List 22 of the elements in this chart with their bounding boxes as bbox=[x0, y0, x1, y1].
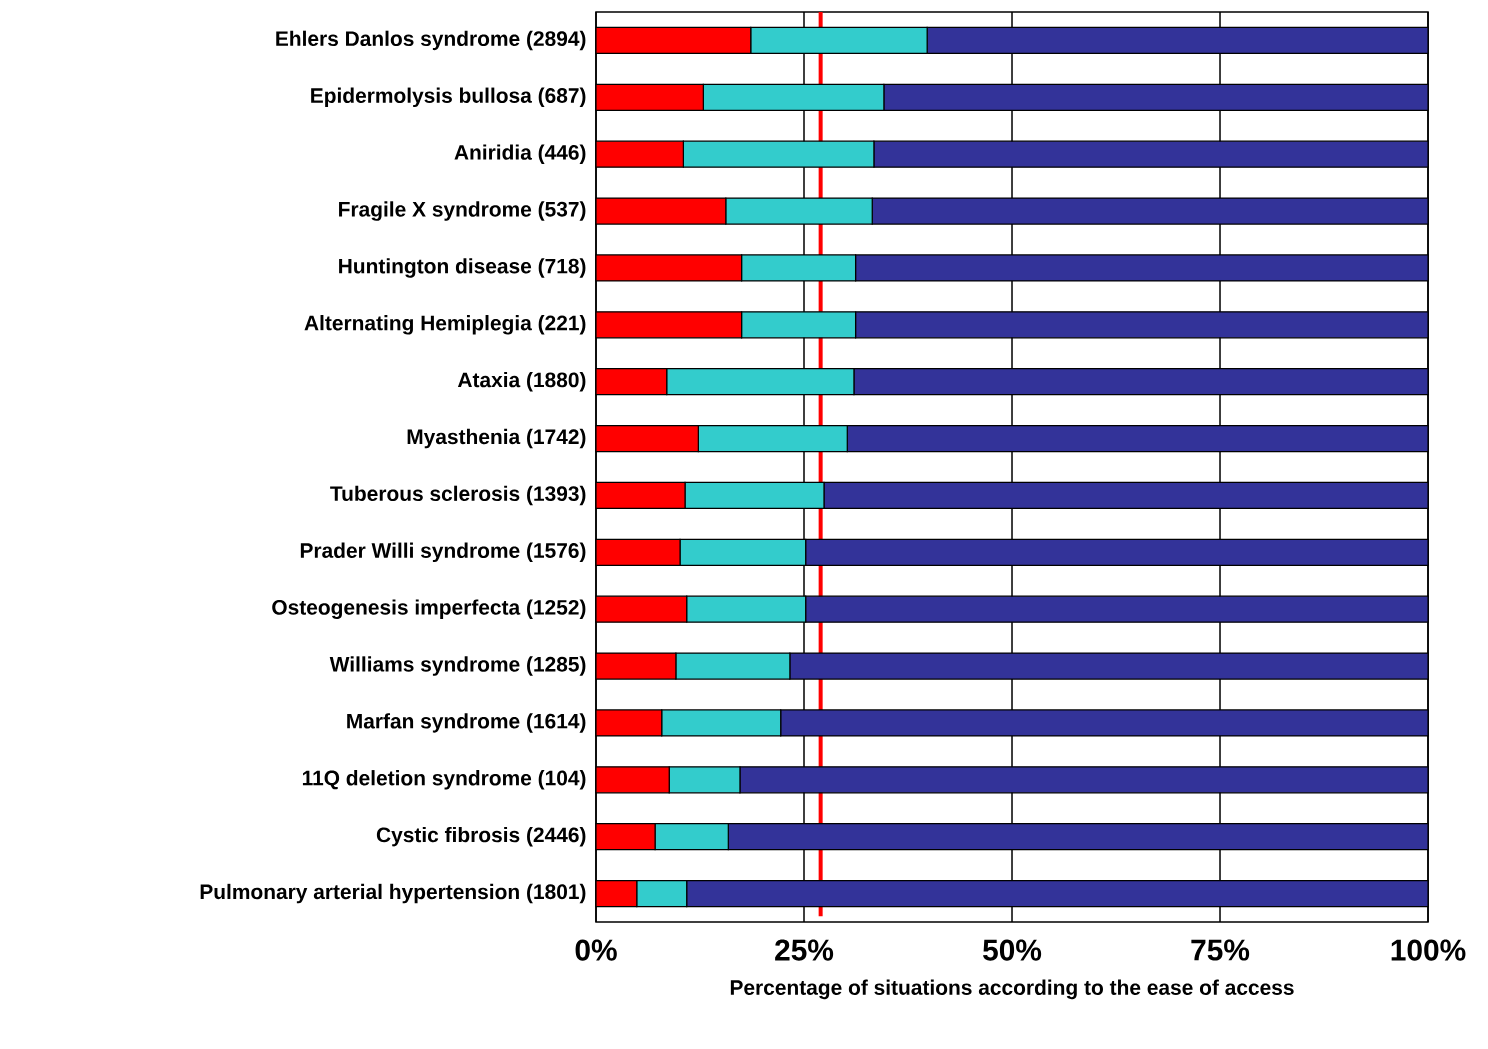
y-tick-label: Myasthenia (1742) bbox=[407, 428, 586, 449]
y-tick-label: Ehlers Danlos syndrome (2894) bbox=[276, 30, 586, 51]
y-tick-label: Tuberous sclerosis (1393) bbox=[330, 485, 586, 506]
y-tick-label: Fragile X syndrome (537) bbox=[339, 201, 586, 221]
y-tick-label: Alternating Hemiplegia (221) bbox=[304, 315, 586, 335]
y-tick-label: Ataxia (1880) bbox=[457, 371, 586, 392]
y-tick-label: Marfan syndrome (1614) bbox=[347, 713, 586, 733]
x-tick-label: 75% bbox=[1191, 939, 1250, 961]
x-tick-label: 50% bbox=[983, 939, 1042, 961]
x-axis-title: Percentage of situations according to the ease of access bbox=[730, 979, 1294, 1000]
y-tick-label: Aniridia (446) bbox=[454, 144, 586, 164]
y-tick-label: Epidermolysis bullosa (687) bbox=[311, 87, 586, 108]
y-tick-label: Williams syndrome (1285) bbox=[329, 656, 586, 676]
y-tick-label: 11Q deletion syndrome (104) bbox=[302, 770, 586, 790]
y-tick-label: Pulmonary arterial hypertension (1801) bbox=[200, 883, 586, 904]
x-tick-label: 0% bbox=[575, 939, 617, 961]
y-tick-label: Cystic fibrosis (2446) bbox=[376, 826, 586, 847]
y-tick-label: Prader Willi syndrome (1576) bbox=[300, 542, 586, 563]
x-tick-label: 25% bbox=[775, 939, 834, 961]
y-tick-label: Huntington disease (718) bbox=[339, 258, 586, 278]
x-tick-label: 100% bbox=[1391, 939, 1466, 961]
y-tick-label: Osteogenesis imperfecta (1252) bbox=[272, 599, 586, 619]
